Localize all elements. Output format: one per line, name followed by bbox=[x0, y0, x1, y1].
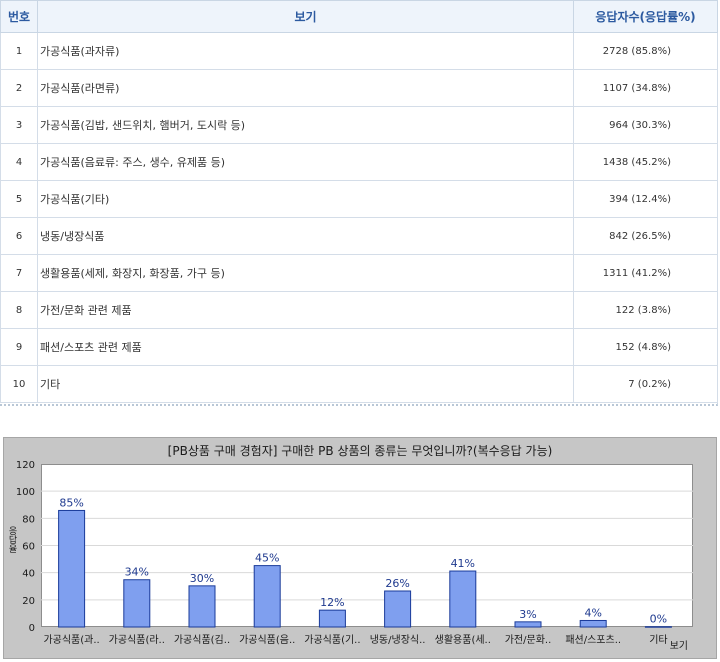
response-table: 번호 보기 응답자수(응답률%) 1 가공식품(과자류) 2728 (85.8%) 2… bbox=[0, 0, 718, 403]
row-count: 1107 (34.8%) bbox=[573, 69, 718, 107]
bar bbox=[318, 609, 346, 628]
row-number: 7 bbox=[0, 254, 38, 292]
bar bbox=[449, 570, 477, 628]
header-option: 보기 bbox=[37, 0, 574, 33]
data-label: 0% bbox=[650, 613, 667, 626]
row-count: 964 (30.3%) bbox=[573, 106, 718, 144]
y-tick-label: 100 bbox=[16, 487, 35, 498]
x-tick-label: 가공식품(과.. bbox=[43, 634, 99, 646]
bar bbox=[253, 565, 281, 628]
data-label: 3% bbox=[519, 608, 536, 621]
bar bbox=[644, 626, 672, 628]
row-number: 2 bbox=[0, 69, 38, 107]
row-number: 4 bbox=[0, 143, 38, 181]
bar bbox=[58, 509, 86, 628]
row-count: 394 (12.4%) bbox=[573, 180, 718, 218]
table-header-row: 번호 보기 응답자수(응답률%) bbox=[0, 0, 718, 33]
row-option: 냉동/냉장식품 bbox=[37, 217, 574, 255]
row-option: 가공식품(음료류: 주스, 생수, 유제품 등) bbox=[37, 143, 574, 181]
row-count: 842 (26.5%) bbox=[573, 217, 718, 255]
row-number: 8 bbox=[0, 291, 38, 329]
row-count: 2728 (85.8%) bbox=[573, 32, 718, 70]
chart-title: [PB상품 구매 경험자] 구매한 PB 상품의 종류는 무엇입니까?(복수응답… bbox=[167, 444, 553, 458]
data-label: 85% bbox=[59, 496, 83, 509]
x-tick-label: 가전/문화.. bbox=[505, 634, 552, 646]
bar bbox=[384, 590, 412, 628]
table-row: 8 가전/문화 관련 제품 122 (3.8%) bbox=[0, 291, 718, 329]
table-row: 10 기타 7 (0.2%) bbox=[0, 365, 718, 403]
row-number: 10 bbox=[0, 365, 38, 403]
x-tick-label: 가공식품(김.. bbox=[174, 634, 230, 646]
data-label: 12% bbox=[320, 596, 344, 609]
table-row: 2 가공식품(라면류) 1107 (34.8%) bbox=[0, 69, 718, 107]
y-tick-label: 120 bbox=[16, 460, 35, 471]
y-tick-label: 40 bbox=[22, 569, 35, 580]
header-number: 번호 bbox=[0, 0, 38, 33]
table-row: 5 가공식품(기타) 394 (12.4%) bbox=[0, 180, 718, 218]
bar-chart: 0 20 40 60 80 100 120 85% 가공식품(과.. 34% 가공식품(라.. 30%… bbox=[16, 460, 693, 646]
x-tick-label: 패션/스포츠.. bbox=[565, 634, 621, 646]
x-tick-label: 기타 bbox=[649, 634, 667, 646]
row-option: 가공식품(과자류) bbox=[37, 32, 574, 70]
data-label: 30% bbox=[190, 572, 214, 585]
row-option: 기타 bbox=[37, 365, 574, 403]
row-option: 가전/문화 관련 제품 bbox=[37, 291, 574, 329]
table-row: 3 가공식품(김밥, 샌드위치, 햄버거, 도시락 등) 964 (30.3%) bbox=[0, 106, 718, 144]
bar bbox=[579, 619, 607, 628]
data-label: 26% bbox=[385, 577, 409, 590]
bar bbox=[188, 585, 216, 628]
x-tick-label: 가공식품(음.. bbox=[239, 634, 295, 646]
header-count: 응답자수(응답률%) bbox=[573, 0, 718, 33]
table-row: 7 생활용품(세제, 화장지, 화장품, 가구 등) 1311 (41.2%) bbox=[0, 254, 718, 292]
data-label: 41% bbox=[451, 557, 475, 570]
data-label: 45% bbox=[255, 552, 279, 565]
x-axis-label: 보기 bbox=[669, 641, 688, 652]
row-number: 3 bbox=[0, 106, 38, 144]
row-count: 1438 (45.2%) bbox=[573, 143, 718, 181]
row-count: 122 (3.8%) bbox=[573, 291, 718, 329]
row-option: 가공식품(김밥, 샌드위치, 햄버거, 도시락 등) bbox=[37, 106, 574, 144]
y-axis-label: 응답율 bbox=[8, 527, 18, 555]
row-number: 1 bbox=[0, 32, 38, 70]
y-tick-label: 0 bbox=[29, 623, 35, 634]
row-option: 패션/스포츠 관련 제품 bbox=[37, 328, 574, 366]
table-row: 6 냉동/냉장식품 842 (26.5%) bbox=[0, 217, 718, 255]
data-label: 34% bbox=[125, 566, 149, 579]
table-row: 1 가공식품(과자류) 2728 (85.8%) bbox=[0, 32, 718, 70]
row-number: 9 bbox=[0, 328, 38, 366]
y-tick-label: 60 bbox=[22, 542, 35, 553]
x-tick-label: 생활용품(세.. bbox=[435, 633, 491, 646]
row-option: 생활용품(세제, 화장지, 화장품, 가구 등) bbox=[37, 254, 574, 292]
y-tick-label: 80 bbox=[22, 514, 35, 525]
bar bbox=[514, 621, 542, 628]
row-option: 가공식품(기타) bbox=[37, 180, 574, 218]
row-count: 152 (4.8%) bbox=[573, 328, 718, 366]
row-count: 7 (0.2%) bbox=[573, 365, 718, 403]
table-row: 4 가공식품(음료류: 주스, 생수, 유제품 등) 1438 (45.2%) bbox=[0, 143, 718, 181]
bar-chart-panel: [PB상품 구매 경험자] 구매한 PB 상품의 종류는 무엇입니까?(복수응답… bbox=[3, 437, 717, 659]
table-row: 9 패션/스포츠 관련 제품 152 (4.8%) bbox=[0, 328, 718, 366]
data-label: 4% bbox=[584, 606, 601, 619]
x-tick-label: 냉동/냉장식.. bbox=[370, 634, 426, 646]
x-tick-label: 가공식품(기.. bbox=[304, 634, 360, 646]
y-tick-label: 20 bbox=[22, 596, 35, 607]
row-number: 6 bbox=[0, 217, 38, 255]
row-count: 1311 (41.2%) bbox=[573, 254, 718, 292]
bar bbox=[123, 579, 151, 628]
x-tick-label: 가공식품(라.. bbox=[109, 634, 165, 646]
row-number: 5 bbox=[0, 180, 38, 218]
response-table-container: 번호 보기 응답자수(응답률%) 1 가공식품(과자류) 2728 (85.8%) 2… bbox=[0, 0, 718, 406]
row-option: 가공식품(라면류) bbox=[37, 69, 574, 107]
